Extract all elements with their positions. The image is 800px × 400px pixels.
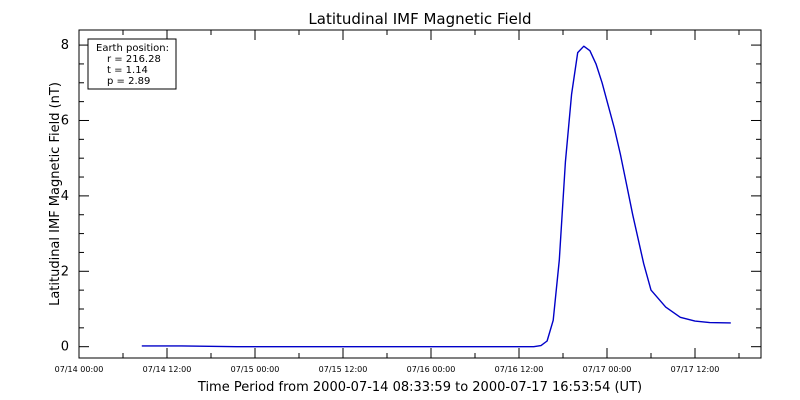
- x-tick-label-2: 07/15 00:00: [231, 365, 280, 374]
- x-tick-label-1: 07/14 12:00: [143, 365, 192, 374]
- legend-frame: [87, 38, 177, 90]
- series-line-0: [141, 45, 731, 348]
- y-tick-label-0: 0: [61, 340, 69, 355]
- x-tick-label-4: 07/16 00:00: [407, 365, 456, 374]
- y-tick-label-3: 6: [61, 113, 69, 128]
- x-tick-label-6: 07/17 00:00: [583, 365, 632, 374]
- legend-box: Earth position: r = 216.28 t = 1.14 p = …: [87, 38, 177, 90]
- plot-area: 0 2 4 6 8 07/14 00:00 07/14 12:00 07/15 00:00 07…: [55, 30, 761, 374]
- legend-line-1: Earth position:: [96, 43, 169, 54]
- legend-line-2: r = 216.28: [107, 54, 161, 65]
- x-tick-label-7: 07/17 12:00: [671, 365, 720, 374]
- x-tick-label-0: 07/14 00:00: [55, 365, 104, 374]
- x-tick-label-5: 07/16 12:00: [495, 365, 544, 374]
- legend-line-3: t = 1.14: [107, 65, 148, 76]
- legend-line-4: p = 2.89: [107, 76, 150, 87]
- x-tick-label-3: 07/15 12:00: [319, 365, 368, 374]
- y-tick-label-2: 4: [61, 189, 69, 204]
- chart-title: Latitudinal IMF Magnetic Field: [308, 10, 531, 28]
- y-axis-label: Latitudinal IMF Magnetic Field (nT): [48, 82, 63, 306]
- x-axis-label: Time Period from 2000-07-14 08:33:59 to …: [197, 380, 642, 395]
- plot-frame: [78, 29, 762, 359]
- y-tick-label-1: 2: [61, 264, 69, 279]
- y-tick-label-4: 8: [61, 38, 69, 53]
